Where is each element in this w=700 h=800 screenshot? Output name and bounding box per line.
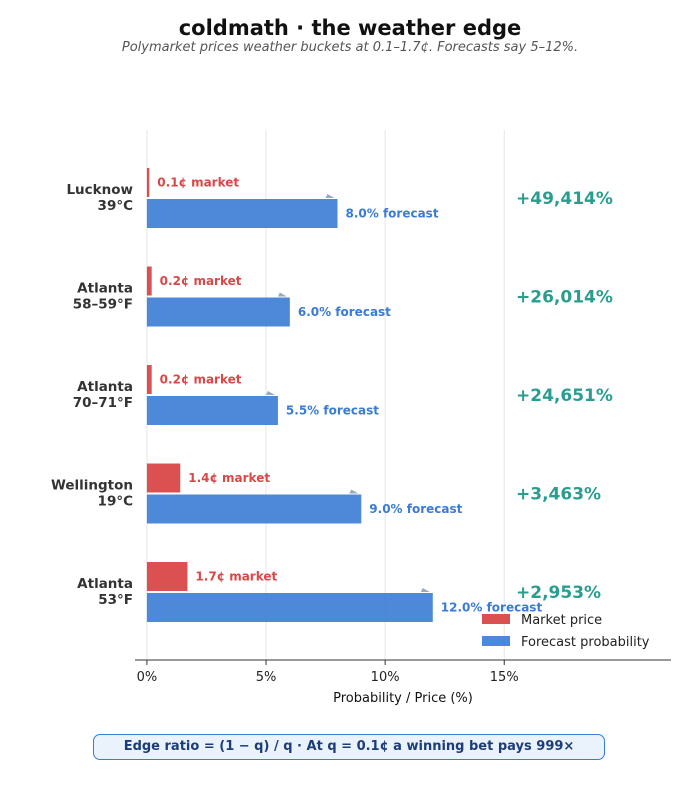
forecast-probability-label: 6.0% forecast [298, 305, 391, 319]
market-price-bar [146, 266, 152, 296]
market-price-label: 0.2¢ market [160, 274, 242, 288]
category-city-label: Wellington [51, 478, 133, 494]
edge-percent-label: +49,414% [516, 189, 613, 209]
forecast-probability-label: 12.0% forecast [441, 601, 543, 615]
chart-title: coldmath · the weather edge [178, 16, 522, 40]
forecast-probability-bar [146, 297, 290, 327]
x-tick-label: 10% [371, 670, 400, 685]
forecast-probability-label: 9.0% forecast [369, 502, 462, 516]
edge-ratio-note: Edge ratio = (1 − q) / q · At q = 0.1¢ a… [93, 734, 605, 760]
x-tick-label: 15% [490, 670, 519, 685]
legend-swatch-market [482, 614, 510, 624]
forecast-probability-label: 5.5% forecast [286, 404, 379, 418]
arrow-marker [420, 588, 430, 592]
forecast-probability-bar [146, 396, 278, 425]
market-price-bar [146, 365, 152, 394]
arrow-marker [265, 391, 275, 395]
forecast-probability-bar [146, 593, 433, 622]
category-bucket-label: 70–71°F [73, 395, 133, 411]
edge-percent-label: +26,014% [516, 288, 613, 308]
market-price-bar [146, 463, 181, 493]
legend-label-forecast: Forecast probability [521, 635, 650, 650]
edge-percent-label: +3,463% [516, 485, 601, 505]
category-bucket-label: 53°F [98, 592, 133, 608]
edge-percent-label: +2,953% [516, 583, 601, 603]
category-bucket-label: 39°C [98, 198, 134, 214]
legend-swatch-forecast [482, 636, 510, 646]
x-axis: 0% 5% 10% 15% Probability / Price (%) [135, 659, 671, 706]
x-tick-label: 5% [256, 670, 277, 685]
market-price-bar [146, 562, 188, 591]
market-price-label: 0.1¢ market [157, 176, 239, 190]
bars [146, 168, 433, 622]
x-axis-label: Probability / Price (%) [333, 691, 473, 706]
category-city-label: Lucknow [66, 182, 133, 198]
category-city-label: Atlanta [77, 379, 133, 395]
market-price-label: 0.2¢ market [160, 373, 242, 387]
arrow-marker [349, 489, 359, 494]
chart-subtitle: Polymarket prices weather buckets at 0.1… [121, 40, 579, 55]
forecast-probability-bar [146, 199, 338, 228]
edge-percent-label: +24,651% [516, 386, 613, 406]
legend-label-market: Market price [521, 613, 602, 628]
category-bucket-label: 58–59°F [73, 297, 133, 313]
arrow-marker [325, 194, 335, 198]
forecast-probability-label: 8.0% forecast [345, 207, 438, 221]
market-price-bar [146, 168, 150, 197]
legend: Market price Forecast probability [482, 613, 650, 650]
x-tick-label: 0% [137, 670, 158, 685]
category-city-label: Atlanta [77, 576, 133, 592]
arrow-marker [277, 292, 287, 297]
market-price-label: 1.7¢ market [195, 570, 277, 584]
category-bucket-label: 19°C [98, 494, 134, 510]
forecast-probability-bar [146, 494, 362, 524]
category-city-label: Atlanta [77, 281, 133, 297]
market-price-label: 1.4¢ market [188, 471, 270, 485]
